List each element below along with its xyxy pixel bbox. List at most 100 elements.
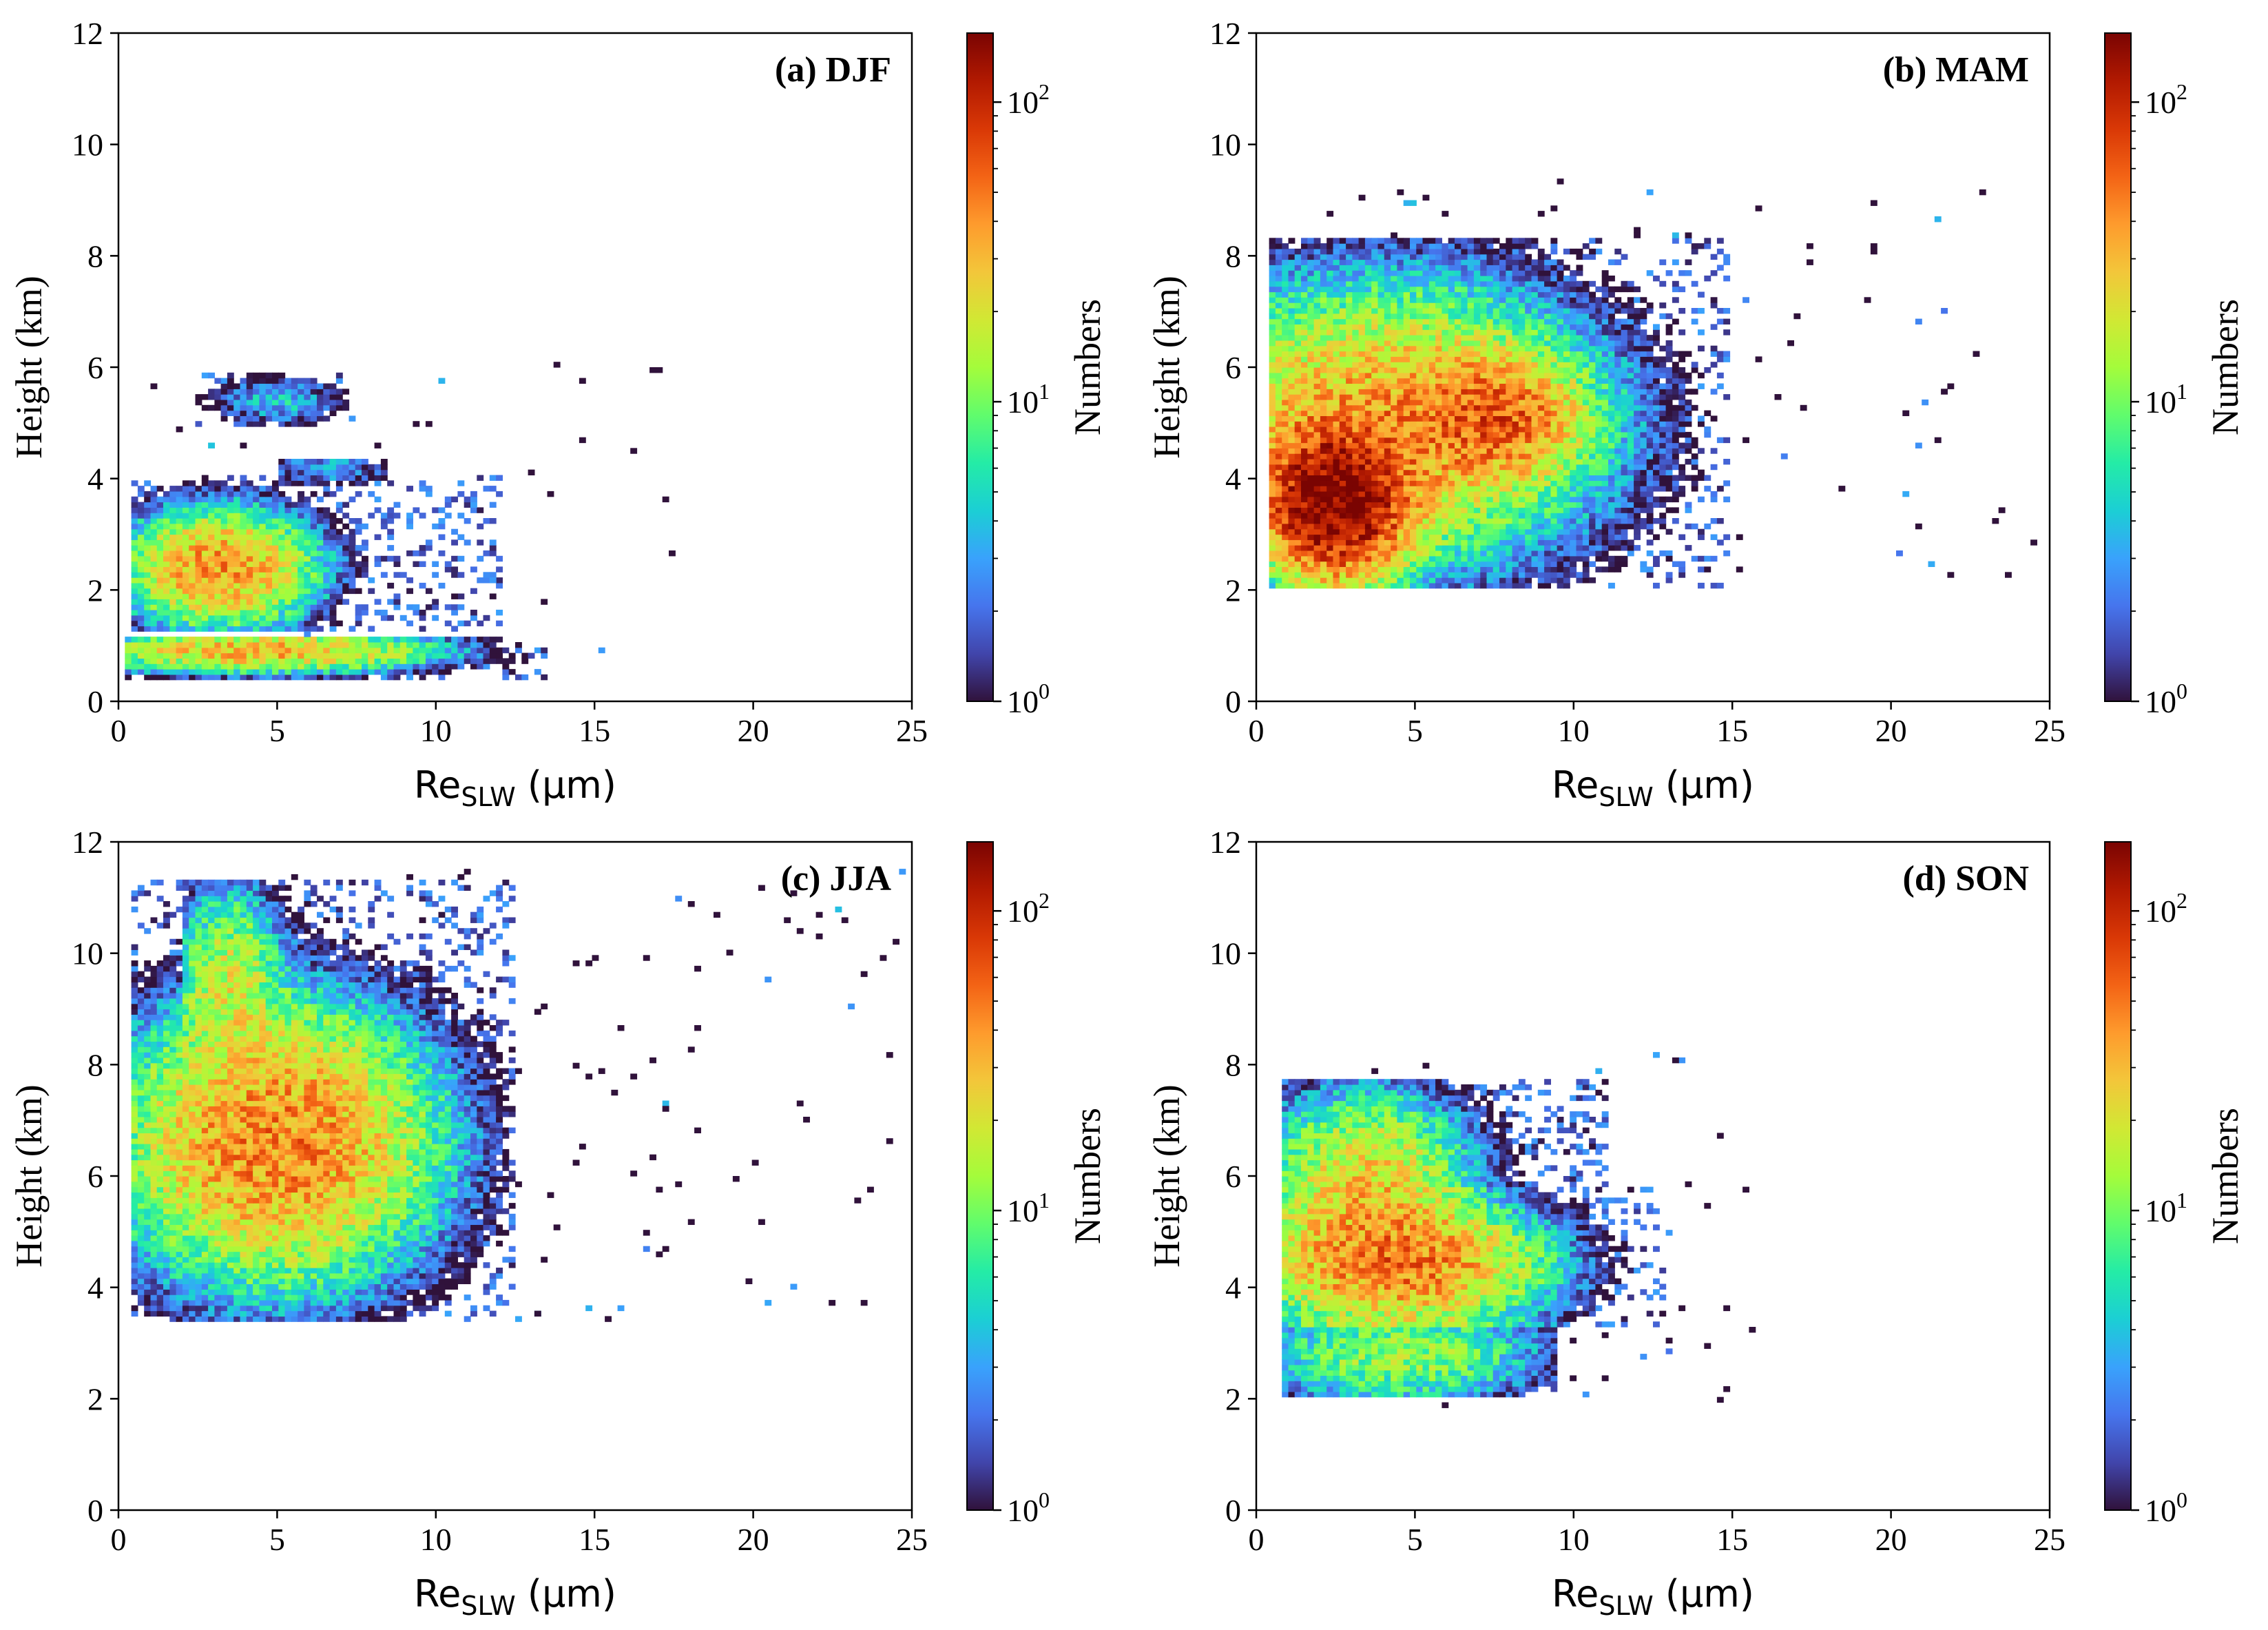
- heatmap-cell: [1327, 324, 1334, 330]
- heatmap-cell: [329, 555, 337, 562]
- heatmap-cell: [189, 593, 196, 599]
- heatmap-cell: [265, 383, 273, 389]
- heatmap-cell: [1525, 404, 1532, 411]
- heatmap-cell: [317, 383, 324, 389]
- heatmap-cell: [1288, 518, 1296, 524]
- heatmap-cell: [144, 620, 152, 627]
- heatmap-cell: [1358, 324, 1366, 330]
- heatmap-cell: [310, 642, 318, 648]
- heatmap-cell: [310, 383, 318, 389]
- heatmap-cell: [1288, 372, 1296, 379]
- heatmap-cell: [1531, 572, 1539, 578]
- heatmap-cell: [1327, 351, 1334, 357]
- heatmap-cell: [1486, 383, 1494, 389]
- heatmap-cell: [1570, 340, 1577, 347]
- heatmap-cell: [1352, 464, 1360, 471]
- heatmap-cell: [284, 496, 292, 503]
- heatmap-cell: [1403, 404, 1411, 411]
- heatmap-cell: [259, 399, 267, 406]
- heatmap-cell: [220, 528, 228, 535]
- heatmap-cell: [419, 642, 426, 648]
- heatmap-cell: [246, 669, 253, 675]
- heatmap-cell: [1282, 324, 1289, 330]
- heatmap-cell: [144, 523, 152, 530]
- heatmap-cell: [208, 599, 215, 605]
- heatmap-cell: [502, 658, 510, 664]
- heatmap-cell: [1627, 491, 1634, 497]
- heatmap-cell: [208, 577, 215, 584]
- heatmap-cell: [380, 610, 388, 616]
- heatmap-cell: [189, 502, 196, 508]
- heatmap-cell: [195, 663, 202, 670]
- heatmap-cell: [323, 389, 331, 395]
- heatmap-cell: [1582, 367, 1590, 373]
- heatmap-cell: [317, 588, 324, 595]
- heatmap-cell: [413, 421, 420, 427]
- heatmap-cell: [1301, 378, 1308, 384]
- heatmap-cell: [335, 577, 343, 584]
- heatmap-cell: [176, 637, 183, 643]
- heatmap-cell: [1582, 415, 1590, 422]
- heatmap-cell: [1282, 577, 1289, 584]
- heatmap-cell: [1710, 518, 1718, 524]
- heatmap-cell: [1301, 550, 1308, 557]
- heatmap-cell: [1723, 534, 1731, 540]
- heatmap-cell: [1634, 523, 1641, 530]
- heatmap-cell: [214, 502, 222, 508]
- heatmap-cell: [1416, 399, 1424, 406]
- heatmap-cell: [1621, 453, 1628, 460]
- heatmap-cell: [1480, 572, 1488, 578]
- heatmap-cell: [291, 566, 298, 572]
- heatmap-cell: [1301, 539, 1308, 546]
- heatmap-cell: [1634, 448, 1641, 454]
- heatmap-cell: [1455, 367, 1461, 373]
- heatmap-cell: [323, 647, 331, 654]
- heatmap-cell: [1621, 378, 1628, 384]
- heatmap-cell: [1275, 577, 1282, 584]
- heatmap-cell: [1397, 523, 1404, 530]
- heatmap-cell: [1269, 534, 1276, 540]
- heatmap-cell: [1352, 345, 1360, 352]
- heatmap-cell: [291, 459, 298, 465]
- heatmap-cell: [1275, 410, 1282, 417]
- heatmap-cell: [1327, 421, 1334, 427]
- heatmap-cell: [1480, 491, 1488, 497]
- heatmap-cell: [1333, 324, 1340, 330]
- heatmap-cell: [1640, 415, 1647, 422]
- heatmap-cell: [259, 566, 267, 572]
- heatmap-cell: [1473, 550, 1481, 557]
- heatmap-cell: [1640, 486, 1647, 492]
- heatmap-cell: [182, 513, 189, 519]
- heatmap-cell: [227, 496, 234, 503]
- heatmap-cell: [1634, 378, 1641, 384]
- heatmap-cell: [342, 469, 350, 476]
- heatmap-cell: [1416, 496, 1424, 503]
- heatmap-cell: [1301, 480, 1308, 486]
- heatmap-cell: [1288, 378, 1296, 384]
- heatmap-cell: [1704, 426, 1712, 433]
- heatmap-cell: [1294, 421, 1302, 427]
- heatmap-cell: [131, 572, 138, 578]
- heatmap-cell: [335, 620, 343, 627]
- heatmap-cell: [1448, 453, 1455, 460]
- heatmap-cell: [1377, 431, 1385, 438]
- heatmap-cell: [1678, 491, 1686, 497]
- heatmap-cell: [1269, 345, 1276, 352]
- heatmap-cell: [1486, 351, 1494, 357]
- heatmap-cell: [137, 539, 145, 546]
- heatmap-cell: [1275, 329, 1282, 336]
- heatmap-cell: [1486, 394, 1494, 400]
- heatmap-cell: [1480, 518, 1488, 524]
- heatmap-cell: [1716, 383, 1724, 389]
- heatmap-cell: [310, 572, 318, 578]
- heatmap-cell: [1486, 528, 1494, 535]
- heatmap-cell: [1364, 528, 1372, 535]
- heatmap-cell: [1473, 410, 1481, 417]
- heatmap-cell: [444, 663, 452, 670]
- heatmap-cell: [1537, 518, 1545, 524]
- heatmap-cell: [272, 610, 279, 616]
- heatmap-cell: [1550, 372, 1558, 379]
- heatmap-cell: [253, 658, 260, 664]
- heatmap-cell: [1346, 469, 1353, 476]
- heatmap-cell: [1416, 378, 1424, 384]
